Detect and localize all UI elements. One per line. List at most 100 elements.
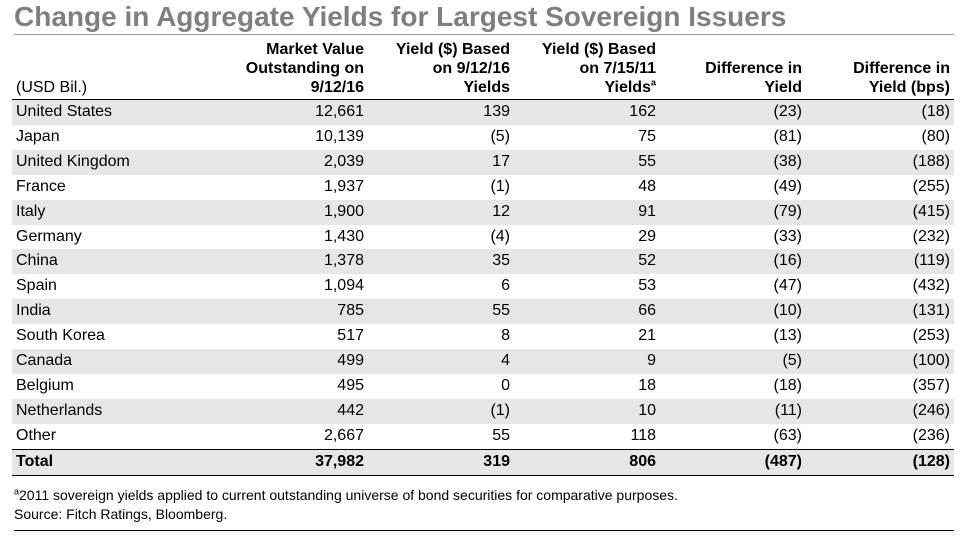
value-cell: 10: [514, 398, 660, 424]
country-cell: Canada: [12, 349, 198, 374]
column-header-text: on 7/15/11: [579, 60, 657, 77]
value-cell: 10,139: [315, 127, 364, 145]
value-cell: 91: [514, 199, 660, 225]
table-row: United Kingdom 2,039 17 55 (38) (188): [12, 149, 954, 175]
column-header-line: [810, 40, 950, 59]
column-header-text: Yields: [463, 79, 510, 96]
value-cell: (5): [660, 349, 806, 374]
column-header-text: Yields: [604, 79, 651, 96]
column-header: Difference in Yield (bps): [806, 38, 954, 100]
column-header-line: Difference in: [810, 59, 950, 78]
table-row: Italy 1,900 12 91 (79) (415): [12, 199, 954, 225]
value-cell: 2,667: [323, 426, 364, 444]
footnote-note: a2011 sovereign yields applied to curren…: [14, 486, 678, 505]
value-cell: (246): [806, 398, 954, 424]
value-cell: (255): [912, 177, 950, 195]
table-row: Germany 1,430 (4) 29 (33) (232): [12, 225, 954, 250]
value-cell: (79): [660, 199, 806, 225]
value-cell: 48: [638, 177, 656, 195]
value-cell: (128): [806, 449, 954, 476]
column-header-text: on 9/12/16: [432, 60, 510, 77]
value-cell: 806: [514, 449, 660, 476]
value-cell: 495: [337, 376, 364, 394]
value-cell: 0: [501, 376, 510, 394]
country-cell: Belgium: [16, 376, 74, 394]
unit-label: (USD Bil.): [16, 79, 88, 96]
value-cell: 785: [198, 299, 368, 325]
table-body: United States 12,661 139 162 (23) (18) Japan 10…: [12, 99, 954, 476]
value-cell: 1,378: [198, 249, 368, 275]
table-header: (USD Bil.) Market Value Outstanding on 9/1…: [12, 38, 954, 100]
value-cell: (23): [660, 99, 806, 125]
country-cell: South Korea: [16, 327, 105, 345]
value-cell: 66: [514, 299, 660, 325]
value-cell: 2,039: [198, 149, 368, 175]
value-cell: (253): [912, 327, 950, 345]
value-cell: (10): [660, 299, 806, 325]
page-title: Change in Aggregate Yields for Largest S…: [14, 1, 787, 32]
value-cell: (1): [490, 177, 510, 195]
value-cell: (236): [912, 426, 950, 444]
value-cell: 6: [501, 277, 510, 295]
footnote-text: 2011 sovereign yields applied to current…: [19, 487, 678, 503]
table-row: Netherlands 442 (1) 10 (11) (246): [12, 398, 954, 424]
title-divider: [14, 34, 954, 35]
country-cell: Total: [12, 449, 198, 476]
value-cell: 55: [514, 149, 660, 175]
column-header: Yield ($) Based on 7/15/11 Yieldsa: [514, 38, 660, 100]
column-header-line: [664, 40, 802, 59]
column-header-line: Market Value: [202, 40, 364, 59]
value-cell: 18: [638, 376, 656, 394]
footnote: a2011 sovereign yields applied to curren…: [14, 486, 678, 524]
country-cell: Netherlands: [12, 398, 198, 424]
column-header-line: Yield (bps): [810, 78, 950, 97]
value-cell: 17: [368, 149, 514, 175]
country-cell: China: [12, 249, 198, 275]
column-header: Market Value Outstanding on 9/12/16: [198, 38, 368, 100]
value-cell: (188): [806, 149, 954, 175]
country-cell: Japan: [16, 127, 60, 145]
value-cell: (357): [912, 376, 950, 394]
value-cell: 499: [198, 349, 368, 374]
value-cell: 517: [337, 327, 364, 345]
value-cell: 12,661: [198, 99, 368, 125]
value-cell: (1): [368, 398, 514, 424]
value-cell: (432): [912, 277, 950, 295]
value-cell: 442: [198, 398, 368, 424]
value-cell: 29: [638, 227, 656, 245]
value-cell: 118: [630, 426, 656, 444]
column-header: Yield ($) Based on 9/12/16 Yields: [368, 38, 514, 100]
value-cell: (487): [660, 449, 806, 476]
value-cell: (80): [921, 127, 950, 145]
value-cell: (16): [660, 249, 806, 275]
column-header-line: Outstanding on: [202, 59, 364, 78]
column-header-line: Yieldsa: [518, 78, 656, 97]
column-header-text: Market Value: [266, 41, 364, 58]
footnote-marker: a: [14, 486, 20, 497]
country-cell: India: [12, 299, 198, 325]
value-cell: 1,430: [323, 227, 364, 245]
header-row: (USD Bil.) Market Value Outstanding on 9/1…: [12, 38, 954, 100]
value-cell: (5): [490, 127, 510, 145]
column-header-line: 9/12/16: [202, 78, 364, 97]
value-cell: 1,937: [323, 177, 364, 195]
column-header-line: Yields: [372, 78, 510, 97]
value-cell: 55: [492, 426, 510, 444]
value-cell: 12: [368, 199, 514, 225]
value-cell: 1,900: [198, 199, 368, 225]
table-row: Other 2,667 55 118 (63) (236): [12, 424, 954, 449]
value-cell: (18): [806, 99, 954, 125]
table-row: Japan 10,139 (5) 75 (81) (80): [12, 125, 954, 150]
value-cell: (119): [806, 249, 954, 275]
value-cell: 52: [514, 249, 660, 275]
value-cell: (232): [912, 227, 950, 245]
country-cell: Spain: [16, 277, 57, 295]
value-cell: 21: [638, 327, 656, 345]
column-header-line: Difference in: [664, 59, 802, 78]
country-cell: Germany: [16, 227, 82, 245]
country-cell: Other: [16, 426, 57, 444]
column-header-line: Yield: [664, 78, 802, 97]
value-cell: (415): [806, 199, 954, 225]
table-row: South Korea 517 8 21 (13) (253): [12, 324, 954, 349]
column-header-text: Yield ($) Based: [395, 41, 510, 58]
